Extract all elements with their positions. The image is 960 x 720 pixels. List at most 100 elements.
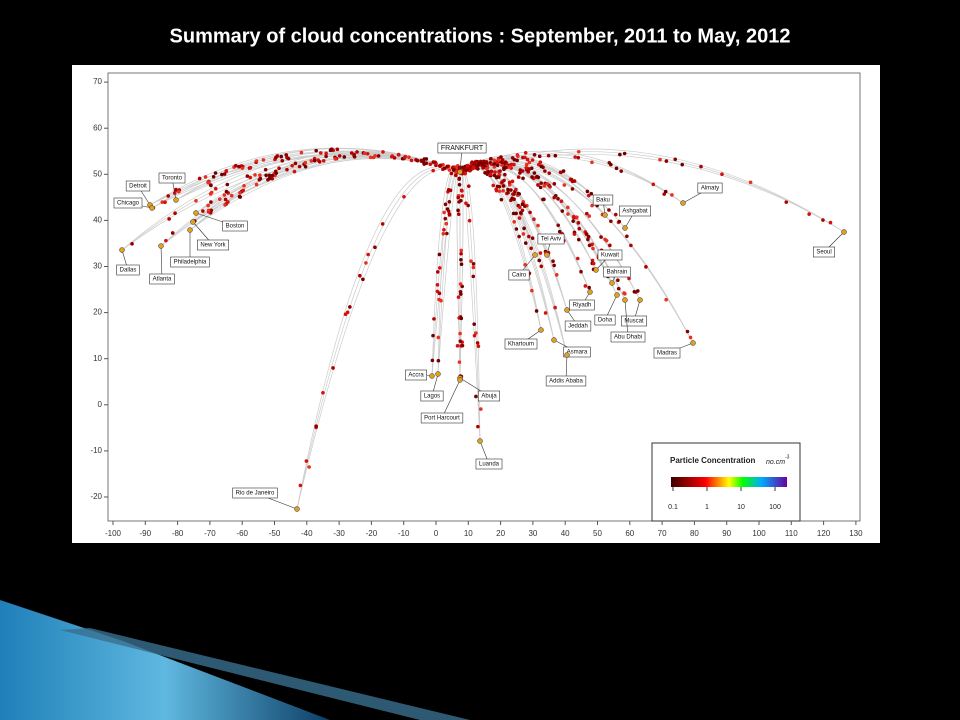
track-dot: [444, 221, 449, 226]
track-dot: [500, 157, 505, 162]
track-dot: [447, 168, 452, 172]
y-tick-label: 60: [93, 123, 102, 132]
track-dot: [361, 277, 365, 282]
x-tick-label: -50: [269, 529, 281, 538]
track-dot: [569, 177, 574, 182]
track-dot: [577, 226, 582, 231]
track-dot: [489, 169, 494, 174]
legend-tick-label: 10: [737, 504, 745, 511]
track-dot: [466, 184, 471, 188]
track-dot: [309, 159, 314, 163]
track-dot: [436, 358, 441, 363]
legend-title: Particle Concentration: [670, 456, 755, 465]
city-label: Toronto: [162, 176, 183, 182]
track-dot: [274, 155, 278, 160]
decor-swoosh: [60, 628, 470, 720]
track-dot: [471, 262, 476, 266]
track-dot: [476, 424, 480, 429]
track-dot: [197, 176, 202, 181]
city-label: Abu Dhabi: [614, 335, 642, 341]
track-dot: [381, 150, 385, 154]
track-dot: [607, 208, 611, 212]
legend: Particle Concentration no.cm -3 0.1 1 10 10…: [651, 442, 801, 522]
track-dot: [225, 182, 230, 187]
track-dot: [552, 182, 557, 186]
track-dot: [258, 176, 263, 181]
track-dot: [415, 158, 420, 163]
track-dot: [572, 215, 576, 219]
track-dot: [242, 183, 246, 188]
track-dot: [503, 172, 507, 177]
track-dot: [457, 200, 461, 204]
track-dot: [436, 335, 441, 340]
track-dot: [524, 166, 528, 170]
city-label: Chicago: [117, 201, 140, 207]
track-dot: [561, 169, 566, 173]
track-dot: [523, 262, 527, 267]
city-dot: [457, 169, 463, 175]
track-dot: [664, 297, 668, 302]
legend-tick-label: 0.1: [668, 504, 678, 511]
track-dot: [355, 150, 359, 154]
track-dot: [492, 165, 497, 169]
track-dot: [585, 211, 589, 216]
x-tick-label: 120: [817, 529, 831, 538]
track-dot: [488, 172, 493, 176]
y-tick-label: 0: [98, 400, 103, 409]
track-dot: [286, 156, 291, 161]
track-dot: [488, 157, 493, 161]
track-dot: [520, 208, 525, 213]
track-dot: [442, 210, 446, 215]
city-dot: [477, 438, 483, 444]
city-dot: [622, 297, 628, 303]
city-dot: [551, 337, 557, 343]
track-dot: [280, 158, 285, 163]
route: [296, 168, 461, 510]
city-label: Detroit: [129, 184, 147, 190]
city-label-box: [149, 273, 175, 285]
legend-unit: no.cm: [766, 459, 785, 466]
city-label-box: [158, 172, 186, 184]
track-dot: [509, 162, 514, 167]
city-label: Boston: [226, 224, 245, 230]
track-dot: [492, 162, 497, 166]
track-dot: [407, 155, 411, 160]
track-dot: [613, 212, 618, 217]
track-dot: [566, 205, 570, 210]
track-dot: [499, 197, 504, 202]
city-label: Kuwait: [601, 253, 619, 259]
city-label-box: [222, 220, 248, 232]
track-dot: [516, 175, 521, 179]
track-dot: [539, 181, 543, 185]
track-dot: [536, 175, 541, 180]
track-dot: [474, 394, 478, 399]
track-dot: [456, 195, 460, 200]
track-dot: [514, 227, 519, 231]
track-dot: [432, 317, 436, 321]
track-dot: [586, 193, 591, 198]
city-dot: [637, 297, 643, 303]
track-dot: [784, 200, 789, 204]
track-dot: [459, 248, 464, 253]
track-dot: [586, 234, 591, 239]
track-dot: [485, 166, 489, 171]
route: [459, 148, 845, 233]
city-label-box: [420, 412, 464, 424]
track-dot: [524, 162, 529, 167]
city-label-box: [420, 390, 444, 402]
track-dot: [238, 190, 242, 195]
track-dot: [532, 217, 536, 222]
city-label-box: [116, 264, 140, 276]
y-tick-label: 40: [93, 216, 102, 225]
city-dot: [564, 307, 570, 313]
city-label: Lagos: [424, 394, 440, 400]
track-dot: [457, 360, 462, 364]
city-label: Bahrain: [607, 270, 628, 276]
track-dot: [467, 218, 472, 223]
track-dot: [609, 162, 613, 167]
track-dots: [130, 147, 833, 488]
track-dot: [203, 175, 208, 179]
track-dot: [591, 261, 596, 266]
city-dot: [680, 200, 686, 206]
